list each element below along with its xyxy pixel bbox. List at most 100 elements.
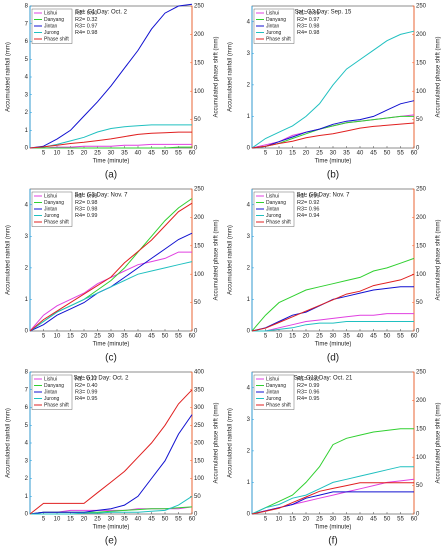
legend-label: Jurong — [44, 213, 60, 219]
x-tick-label: 15 — [289, 151, 296, 157]
y-axis-label: Accumulated rainfall (mm) — [6, 408, 12, 478]
chart-title: Sat: G11 Day: Oct. 2 — [74, 376, 130, 382]
x-tick-label: 45 — [370, 517, 377, 523]
caption: (f) — [328, 536, 337, 547]
x-tick-label: 5 — [42, 517, 46, 523]
y2-tick-label: 150 — [416, 243, 427, 249]
series-line — [29, 131, 192, 149]
x-tick-label: 15 — [289, 334, 296, 340]
x-tick-label: 15 — [67, 151, 74, 157]
x-tick-label: 40 — [357, 517, 364, 523]
legend-label: Jintan — [44, 206, 58, 212]
y-tick-label: 6 — [25, 39, 29, 45]
annotation: R4= 0.98 — [297, 30, 319, 36]
series-line — [251, 286, 414, 332]
y-tick-label: 8 — [25, 4, 29, 10]
x-tick-label: 10 — [54, 151, 61, 157]
y-tick-label: 4 — [247, 385, 251, 391]
y-tick-label: 3 — [247, 234, 251, 240]
legend-label: Lishui — [44, 376, 57, 382]
y-tick-label: 1 — [247, 297, 251, 303]
series-line — [251, 273, 415, 332]
y2-tick-label: 150 — [416, 60, 427, 66]
legend-label: Jintan — [44, 389, 58, 395]
y-tick-label: 8 — [25, 370, 29, 376]
annotation: R3= 0.98 — [297, 23, 319, 29]
x-axis-label: Time (minute) — [93, 525, 130, 531]
y2-tick-label: 50 — [416, 300, 423, 306]
x-tick-label: 35 — [343, 334, 350, 340]
x-tick-label: 10 — [54, 517, 61, 523]
x-tick-label: 45 — [370, 334, 377, 340]
x-tick-label: 55 — [397, 517, 404, 523]
x-tick-label: 35 — [343, 517, 350, 523]
series-line — [29, 414, 193, 515]
x-axis-label: Time (minute) — [315, 159, 352, 165]
y2-tick-label: 400 — [194, 370, 205, 376]
y-axis-label: Accumulated rainfall (mm) — [228, 225, 234, 295]
x-tick-label: 50 — [384, 151, 391, 157]
legend-label: Phase shift — [44, 402, 69, 408]
annotation: R2= 0.40 — [75, 383, 97, 389]
legend-label: Danyang — [44, 17, 64, 23]
series-line — [251, 122, 415, 149]
y2-axis-label: Accumulated phase shift (mm) — [436, 36, 442, 117]
x-tick-label: 50 — [384, 334, 391, 340]
annotation: R1= 0.92 — [297, 376, 319, 382]
legend-label: Danyang — [266, 383, 286, 389]
annotation: R1= 0.98 — [75, 193, 97, 199]
annotation: R4= 0.95 — [75, 396, 97, 402]
x-tick-label: 20 — [81, 517, 88, 523]
y2-tick-label: 200 — [416, 32, 427, 38]
y2-tick-label: 0 — [194, 146, 198, 152]
y-tick-label: 1 — [247, 480, 251, 486]
x-tick-label: 50 — [162, 151, 169, 157]
legend-label: Phase shift — [266, 402, 291, 408]
series-line — [29, 202, 193, 332]
chart-title: Sat: G1 Day: Oct. 2 — [75, 10, 128, 16]
series-line — [251, 257, 415, 332]
annotation: R2= 0.99 — [297, 383, 319, 389]
caption: (e) — [105, 536, 117, 547]
chart-title: Sat: G13 Day: Oct. 21 — [294, 376, 353, 382]
series-line — [30, 146, 192, 149]
series-line — [29, 389, 193, 515]
x-tick-label: 55 — [175, 151, 182, 157]
x-tick-label: 10 — [276, 151, 283, 157]
x-tick-label: 25 — [316, 517, 323, 523]
x-tick-label: 5 — [264, 334, 268, 340]
y2-tick-label: 200 — [416, 215, 427, 221]
y-axis-label: Accumulated rainfall (mm) — [6, 42, 12, 112]
y2-tick-label: 50 — [416, 483, 423, 489]
y2-tick-label: 350 — [194, 387, 205, 393]
x-tick-label: 35 — [121, 517, 128, 523]
annotation: R2= 0.97 — [297, 17, 319, 23]
y2-tick-label: 100 — [416, 272, 427, 278]
annotation: R4= 0.99 — [75, 213, 97, 219]
caption: (d) — [327, 353, 339, 364]
y2-tick-label: 0 — [194, 512, 198, 518]
x-tick-label: 30 — [108, 151, 115, 157]
x-tick-label: 30 — [108, 334, 115, 340]
x-tick-label: 55 — [397, 334, 404, 340]
x-tick-label: 50 — [162, 334, 169, 340]
x-tick-label: 30 — [108, 517, 115, 523]
legend-label: Lishui — [266, 10, 279, 16]
caption: (a) — [105, 170, 117, 181]
x-tick-label: 60 — [411, 151, 418, 157]
x-tick-label: 60 — [411, 334, 418, 340]
x-tick-label: 45 — [148, 151, 155, 157]
annotation: R1= 0.77 — [75, 376, 97, 382]
x-tick-label: 20 — [303, 151, 310, 157]
y2-tick-label: 50 — [194, 117, 201, 123]
series-line — [251, 482, 414, 515]
legend-label: Lishui — [44, 10, 57, 16]
legend-label: Jurong — [266, 396, 282, 402]
chart-title: Sat: G3 Day: Sep. 15 — [295, 10, 352, 16]
y2-tick-label: 250 — [416, 4, 427, 10]
chart-title: Sat: G3 Day: Nov. 7 — [75, 193, 129, 199]
x-tick-label: 15 — [67, 334, 74, 340]
annotation: R2= 0.92 — [297, 200, 319, 206]
y-tick-label: 3 — [25, 234, 29, 240]
y-tick-label: 7 — [25, 387, 29, 393]
